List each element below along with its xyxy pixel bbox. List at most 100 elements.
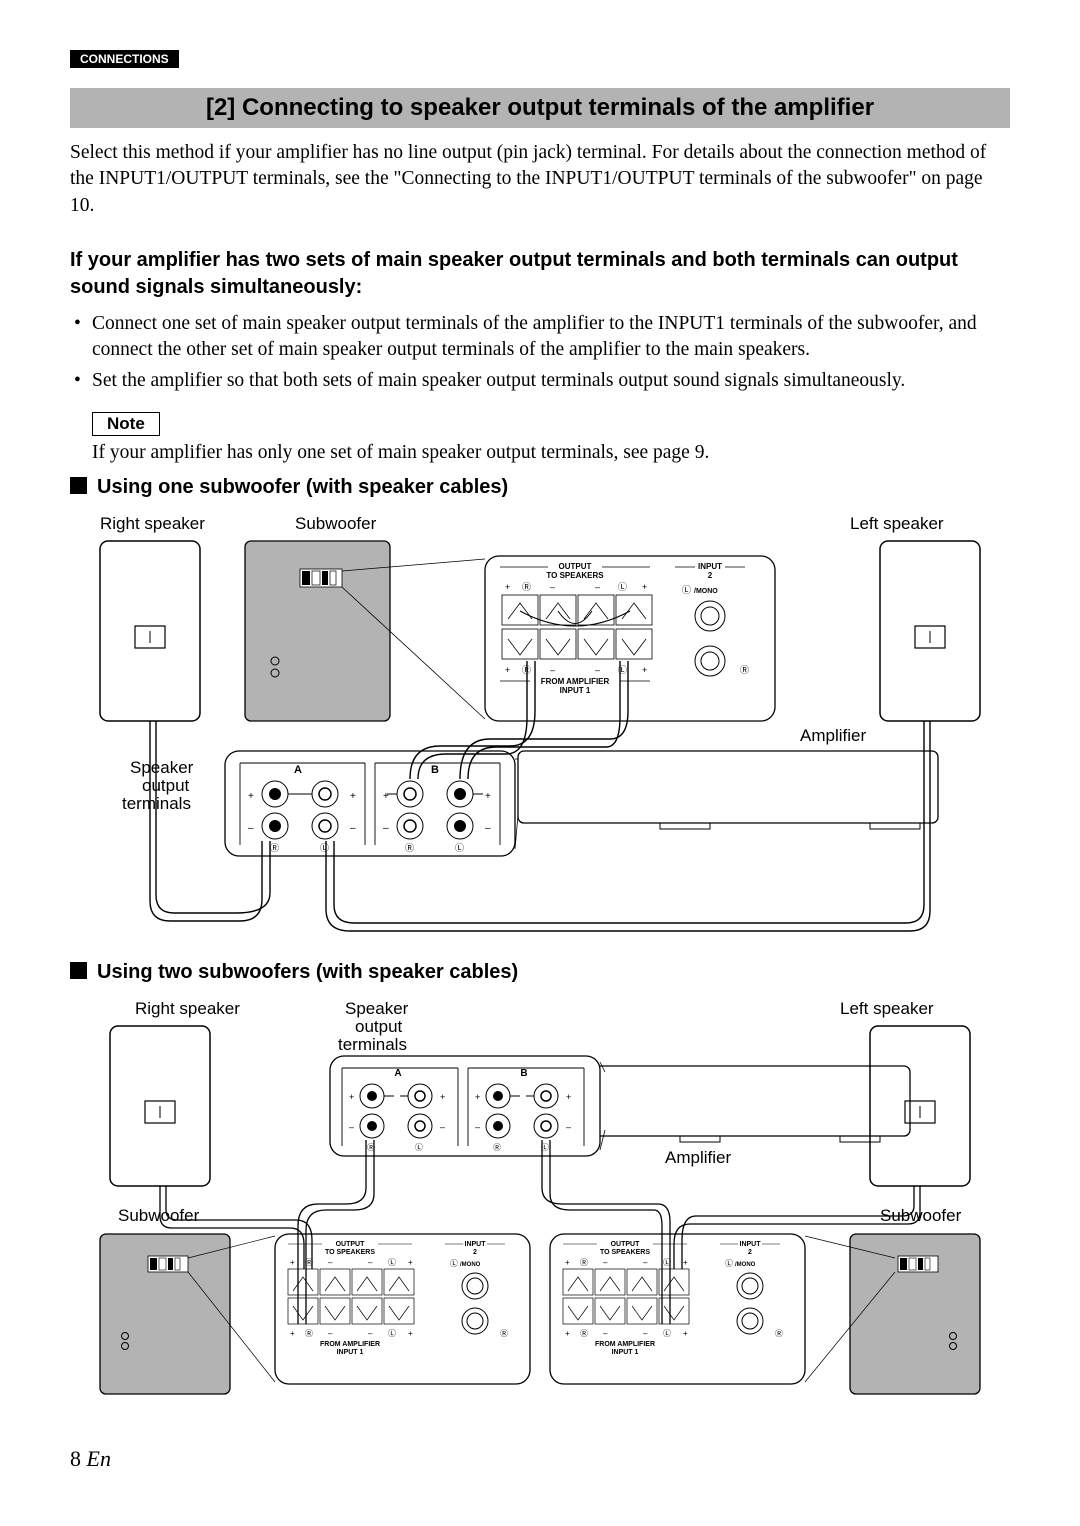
bullet-list: Connect one set of main speaker output t… [70, 311, 1010, 394]
svg-text:–: – [350, 823, 356, 834]
svg-text:Ⓡ: Ⓡ [270, 843, 279, 853]
svg-text:/MONO: /MONO [460, 1262, 481, 1268]
sub-heading-1: Using one subwoofer (with speaker cables… [70, 476, 1010, 499]
svg-text:–: – [595, 582, 600, 592]
amp-terminals-panel [225, 751, 515, 856]
amplifier-body-icon [518, 751, 938, 823]
svg-text:–: – [383, 823, 389, 834]
sub-heading-2: Using two subwoofers (with speaker cable… [70, 961, 1010, 984]
svg-text:–: – [368, 1258, 373, 1267]
note-text: If your amplifier has only one set of ma… [92, 442, 1010, 464]
svg-text:OUTPUT: OUTPUT [611, 1241, 641, 1248]
svg-text:+: + [248, 791, 254, 802]
svg-text:Ⓡ: Ⓡ [580, 1329, 588, 1338]
svg-text:+: + [475, 1092, 480, 1102]
svg-text:terminals: terminals [338, 1035, 407, 1054]
svg-text:+: + [290, 1258, 295, 1267]
svg-text:–: – [440, 1122, 445, 1132]
svg-text:+: + [505, 582, 510, 592]
svg-text:INPUT: INPUT [740, 1241, 762, 1248]
svg-text:Amplifier: Amplifier [665, 1148, 731, 1167]
svg-text:+: + [642, 582, 647, 592]
svg-text:2: 2 [473, 1249, 477, 1256]
svg-text:+: + [349, 1092, 354, 1102]
note-label: Note [92, 412, 160, 436]
svg-text:–: – [550, 582, 555, 592]
svg-text:–: – [566, 1122, 571, 1132]
diagram-one-subwoofer: Right speaker Subwoofer Left speaker OUT… [70, 511, 1010, 941]
page-number-lang: En [87, 1446, 111, 1471]
svg-text:INPUT: INPUT [698, 562, 722, 571]
svg-text:+: + [350, 791, 356, 802]
label-amplifier: Amplifier [800, 726, 866, 745]
bullet-item: Connect one set of main speaker output t… [92, 311, 1010, 364]
svg-text:A: A [394, 1068, 401, 1079]
svg-text:Left speaker: Left speaker [840, 999, 934, 1018]
left-sub-terminal-panel: OUTPUT TO SPEAKERS +Ⓡ– –Ⓛ+ +Ⓡ– –Ⓛ+ FROM … [188, 1234, 530, 1384]
sub-heading-2-text: Using two subwoofers (with speaker cable… [97, 961, 518, 983]
svg-text:2: 2 [748, 1249, 752, 1256]
svg-text:OUTPUT: OUTPUT [559, 562, 592, 571]
svg-text:–: – [603, 1329, 608, 1338]
diagram-two-subwoofers: Right speaker Speaker output terminals L… [70, 996, 1010, 1426]
svg-text:Ⓡ: Ⓡ [775, 1329, 783, 1338]
svg-text:Ⓛ: Ⓛ [663, 1329, 671, 1338]
svg-text:FROM AMPLIFIER: FROM AMPLIFIER [595, 1341, 655, 1348]
svg-text:Ⓡ: Ⓡ [305, 1329, 313, 1338]
svg-text:Right speaker: Right speaker [135, 999, 240, 1018]
svg-text:+: + [683, 1329, 688, 1338]
label-left-speaker: Left speaker [850, 514, 944, 533]
svg-text:Ⓛ: Ⓛ [682, 585, 691, 595]
svg-text:Ⓛ: Ⓛ [455, 843, 464, 853]
square-icon [70, 477, 87, 494]
svg-text:INPUT 1: INPUT 1 [612, 1349, 639, 1356]
header-tab: CONNECTIONS [70, 50, 179, 68]
bullet-item: Set the amplifier so that both sets of m… [92, 368, 1010, 394]
label-subwoofer: Subwoofer [295, 514, 377, 533]
svg-text:Speaker: Speaker [345, 999, 409, 1018]
svg-text:+: + [565, 1329, 570, 1338]
svg-text:INPUT 1: INPUT 1 [560, 686, 591, 695]
svg-text:–: – [595, 665, 600, 675]
svg-text:Ⓛ: Ⓛ [415, 1143, 423, 1152]
svg-text:B: B [431, 764, 439, 776]
label-speaker-output-2: output [142, 776, 190, 795]
svg-text:output: output [355, 1017, 403, 1036]
page-number: 8 En [70, 1446, 1010, 1472]
svg-text:–: – [475, 1122, 480, 1132]
subwoofer-terminal-panel [485, 556, 775, 721]
svg-text:+: + [408, 1258, 413, 1267]
sub-heading-1-text: Using one subwoofer (with speaker cables… [97, 476, 508, 498]
svg-text:–: – [643, 1258, 648, 1267]
svg-text:–: – [328, 1329, 333, 1338]
svg-text:Ⓡ: Ⓡ [405, 843, 414, 853]
svg-text:–: – [485, 823, 491, 834]
page-number-digit: 8 [70, 1446, 81, 1471]
svg-text:+: + [485, 791, 491, 802]
case-heading: If your amplifier has two sets of main s… [70, 247, 1010, 301]
square-icon [70, 962, 87, 979]
svg-text:FROM AMPLIFIER: FROM AMPLIFIER [541, 677, 610, 686]
svg-text:+: + [565, 1258, 570, 1267]
svg-text:Ⓡ: Ⓡ [740, 665, 749, 675]
svg-text:Ⓛ: Ⓛ [618, 582, 627, 592]
svg-text:+: + [383, 791, 389, 802]
svg-text:TO SPEAKERS: TO SPEAKERS [600, 1249, 650, 1256]
svg-text:FROM AMPLIFIER: FROM AMPLIFIER [320, 1341, 380, 1348]
svg-text:/MONO: /MONO [735, 1262, 756, 1268]
svg-text:2: 2 [708, 571, 713, 580]
svg-text:TO SPEAKERS: TO SPEAKERS [325, 1249, 375, 1256]
label-right-speaker: Right speaker [100, 514, 205, 533]
svg-text:–: – [349, 1122, 354, 1132]
svg-text:Ⓡ: Ⓡ [522, 582, 531, 592]
svg-text:Ⓛ: Ⓛ [725, 1259, 733, 1268]
svg-text:Subwoofer: Subwoofer [118, 1206, 200, 1225]
svg-text:+: + [505, 665, 510, 675]
svg-text:TO SPEAKERS: TO SPEAKERS [546, 571, 604, 580]
svg-text:–: – [550, 665, 555, 675]
svg-text:+: + [290, 1329, 295, 1338]
svg-text:Ⓛ: Ⓛ [388, 1258, 396, 1267]
svg-text:/MONO: /MONO [694, 588, 718, 595]
label-speaker-output: Speaker [130, 758, 194, 777]
svg-text:Ⓛ: Ⓛ [320, 843, 329, 853]
